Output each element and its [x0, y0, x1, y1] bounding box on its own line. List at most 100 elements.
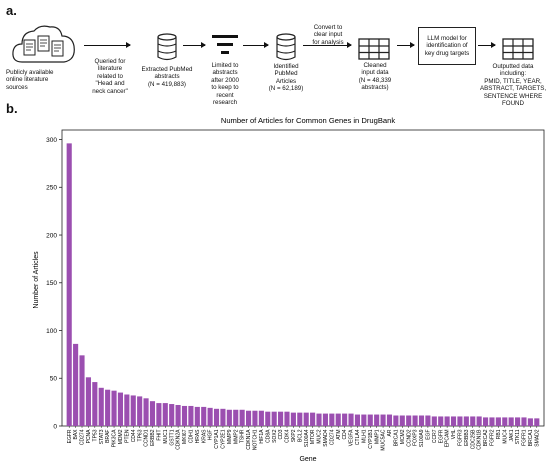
text-line: neck cancer": [92, 87, 128, 95]
text-line: LLM model for: [427, 34, 467, 42]
bar: [169, 404, 175, 426]
x-tick-label: MKI67: [182, 429, 188, 444]
bar: [495, 417, 501, 426]
bar: [380, 414, 386, 426]
text-line: Identified: [273, 63, 299, 70]
x-tick-label: MUC1: [163, 429, 169, 443]
y-tick-label: 300: [46, 137, 57, 144]
database-icon: [276, 33, 296, 61]
flow-arrow: [397, 42, 415, 48]
bar: [361, 414, 367, 426]
x-tick-label: FGFR1: [522, 429, 528, 446]
panel-label-b: b.: [6, 101, 18, 116]
bar: [310, 412, 316, 426]
flow-arrow: [478, 42, 496, 48]
text-line: to keep to: [211, 84, 239, 92]
x-tick-label: CD44: [131, 429, 137, 442]
step-output-text: Outputted data including: PMID, TITLE, Y…: [476, 63, 550, 107]
step-extracted-text: Extracted PubMed abstracts (N = 419,883): [136, 66, 198, 88]
x-tick-label: PIK3CA: [112, 429, 118, 447]
y-axis: 0 50 100 150 200 250 300: [46, 129, 545, 430]
step-sources-text: Publicly available online literature sou…: [6, 69, 82, 91]
text-line: input data: [361, 69, 389, 77]
bar: [534, 418, 540, 426]
bar: [431, 416, 437, 426]
x-tick-label: MUC5AC: [381, 429, 387, 451]
text-line: identification of: [426, 42, 468, 50]
x-tick-label: ERBB3: [464, 429, 470, 446]
x-tick-label: FGFR3: [458, 429, 464, 446]
text-line: ABSTRACT, TARGETS,: [479, 85, 547, 93]
filter-funnel-icon: [212, 35, 238, 54]
x-tick-label: CDH1: [189, 429, 195, 443]
flow-arrow: [84, 42, 131, 48]
y-axis-label: Number of Articles: [33, 251, 40, 309]
text-line: (N = 48,339: [358, 76, 392, 84]
y-tick-label: 0: [53, 423, 57, 430]
x-tick-label: CDC25B: [470, 429, 476, 449]
bar: [450, 416, 457, 426]
text-line: Convert to: [313, 24, 343, 31]
step-llm-text: LLM model for identification of key drug…: [425, 35, 469, 57]
x-tick-label: FGFR2: [490, 429, 496, 446]
bar: [457, 416, 463, 426]
x-tick-label: CD274: [329, 429, 335, 445]
x-tick-label: BRAF: [105, 430, 111, 443]
x-tick-label: CDK4: [285, 429, 291, 443]
cloud-documents-icon: [12, 25, 75, 63]
bar: [207, 407, 213, 426]
text-line: clear input: [313, 31, 343, 39]
text-line: abstracts: [154, 73, 180, 81]
x-tick-label: CD3: [278, 429, 284, 439]
bar: [515, 417, 521, 426]
text-line: Outputted data: [492, 63, 534, 70]
text-line: abstracts): [361, 84, 389, 92]
text-line: PubMed: [274, 70, 298, 78]
bar: [201, 406, 207, 426]
x-tick-label: PTEN: [124, 429, 130, 443]
bar: [105, 389, 111, 426]
x-tick-label: MDM2: [118, 429, 124, 444]
bar: [258, 410, 264, 426]
x-tick-label: CTLA4: [355, 429, 361, 445]
x-tick-label: SOX2: [272, 429, 278, 443]
bar: [98, 387, 104, 426]
bar: [79, 355, 85, 426]
step-limited-text: Limited to abstracts after 2000 to keep …: [203, 62, 247, 106]
text-line: related to: [97, 72, 123, 80]
bar: [66, 143, 72, 426]
text-line: sources: [6, 83, 28, 91]
bar: [374, 414, 380, 426]
text-line: Limited to: [211, 62, 239, 69]
x-tick-label: EPCAM: [445, 430, 451, 448]
x-tick-label: GSTT1: [169, 429, 175, 445]
x-tick-label: S100A9: [419, 429, 425, 447]
text-line: online literature: [6, 76, 49, 84]
x-tick-label: VEGFA: [349, 429, 355, 446]
bar: [412, 415, 418, 426]
x-tick-label: SMAD4: [323, 429, 329, 446]
bar: [527, 418, 533, 426]
x-tick-label: CD274: [80, 429, 86, 445]
y-tick-label: 200: [46, 232, 57, 239]
text-line: Publicly available: [6, 69, 54, 76]
x-tick-label: TP53: [92, 429, 98, 441]
x-tick-label: BAX: [73, 429, 79, 440]
x-tick-label: FOXP3: [413, 429, 419, 446]
bar: [239, 409, 245, 426]
step-identified-text: Identified PubMed Articles (N = 62,189): [260, 63, 312, 93]
panel-label-a: a.: [6, 3, 17, 18]
bar: [354, 414, 361, 426]
bar: [85, 377, 91, 426]
x-tick-label: CDKN1B: [477, 429, 483, 450]
text-line: recent: [216, 91, 234, 99]
bar: [393, 415, 399, 426]
text-line: Queried for: [94, 58, 126, 65]
bar: [220, 408, 226, 426]
bar: [463, 416, 469, 426]
bar: [297, 412, 303, 426]
table-grid-icon: [502, 38, 534, 60]
x-tick-label: RB1: [496, 429, 502, 439]
flow-arrow: [303, 42, 352, 48]
text-line: abstracts: [212, 69, 238, 77]
